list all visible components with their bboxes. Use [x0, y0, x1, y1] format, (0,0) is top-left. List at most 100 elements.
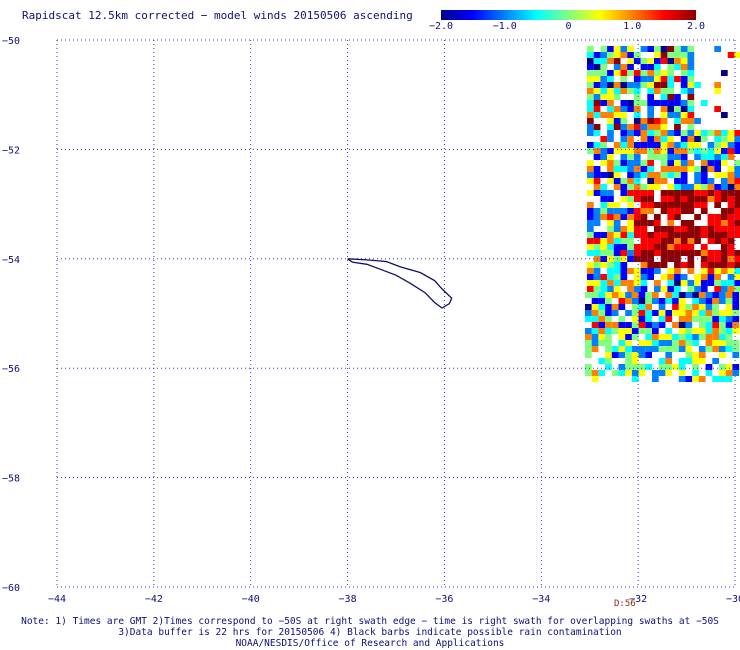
wind-diff-cell: [712, 292, 719, 298]
wind-diff-cell: [674, 238, 681, 244]
wind-diff-cell: [692, 370, 699, 376]
wind-diff-cell: [638, 292, 646, 298]
wind-diff-cell: [714, 250, 721, 256]
wind-diff-cell: [613, 82, 621, 88]
wind-diff-cell: [734, 280, 740, 286]
wind-diff-cell: [727, 148, 735, 154]
wind-diff-cell: [633, 130, 641, 136]
wind-diff-cell: [727, 232, 735, 238]
wind-diff-cell: [727, 52, 735, 58]
wind-diff-cell: [607, 196, 614, 202]
wind-diff-cell: [727, 238, 735, 244]
wind-diff-cell: [707, 160, 715, 166]
wind-diff-cell: [660, 226, 668, 232]
wind-diff-cell: [727, 190, 735, 196]
wind-diff-cell: [654, 172, 661, 178]
wind-diff-cell: [700, 202, 708, 208]
wind-diff-cell: [698, 316, 706, 322]
colorbar-tick-label: 0: [565, 21, 572, 32]
wind-diff-cell: [680, 118, 688, 124]
wind-diff-cell: [625, 340, 632, 346]
wind-diff-cell: [645, 322, 652, 328]
wind-diff-cell: [593, 262, 601, 268]
wind-diff-cell: [607, 280, 614, 286]
wind-diff-cell: [587, 274, 594, 280]
wind-diff-cell: [647, 196, 654, 202]
wind-diff-cell: [618, 370, 626, 376]
wind-diff-cell: [705, 298, 713, 304]
wind-diff-cell: [600, 148, 608, 154]
wind-diff-cell: [587, 94, 594, 100]
wind-diff-cell: [654, 280, 661, 286]
wind-diff-cell: [647, 166, 654, 172]
wind-diff-cell: [647, 118, 654, 124]
wind-diff-cell: [698, 352, 706, 358]
colorbar-tick-label: 1.0: [623, 21, 642, 32]
wind-diff-cell: [667, 148, 675, 154]
wind-diff-cell: [607, 106, 614, 112]
wind-diff-cell: [719, 370, 726, 376]
wind-diff-cell: [633, 172, 641, 178]
wind-diff-cell: [640, 214, 648, 220]
wind-diff-cell: [707, 238, 715, 244]
wind-diff-cell: [719, 364, 726, 370]
wind-diff-cell: [712, 376, 719, 382]
wind-diff-cell: [633, 280, 641, 286]
wind-diff-cell: [627, 184, 634, 190]
wind-diff-cell: [600, 262, 608, 268]
wind-diff-cell: [667, 274, 675, 280]
wind-diff-cell: [674, 148, 681, 154]
wind-diff-cell: [687, 58, 695, 64]
wind-diff-cell: [593, 64, 601, 70]
wind-diff-cell: [627, 88, 634, 94]
wind-diff-cell: [714, 286, 721, 292]
wind-diff-cell: [633, 58, 641, 64]
wind-diff-cell: [707, 196, 715, 202]
wind-diff-cell: [587, 64, 594, 70]
wind-diff-cell: [687, 250, 695, 256]
wind-diff-cell: [727, 214, 735, 220]
wind-diff-cell: [725, 292, 733, 298]
wind-diff-cell: [647, 268, 654, 274]
wind-diff-cell: [714, 196, 721, 202]
wind-diff-cell: [631, 322, 639, 328]
wind-diff-cell: [692, 328, 699, 334]
wind-diff-cell: [645, 298, 652, 304]
wind-diff-cell: [660, 202, 668, 208]
wind-diff-cell: [687, 118, 695, 124]
wind-diff-cell: [674, 268, 681, 274]
lat-lon-grid: [56, 39, 736, 588]
wind-diff-cell: [678, 358, 686, 364]
wind-diff-cell: [627, 142, 634, 148]
wind-diff-cell: [627, 256, 634, 262]
wind-diff-cell: [680, 172, 688, 178]
wind-diff-cell: [607, 52, 614, 58]
wind-diff-cell: [587, 238, 594, 244]
wind-diff-cell: [660, 130, 668, 136]
wind-diff-cell: [625, 328, 632, 334]
wind-diff-cell: [605, 310, 612, 316]
wind-diff-cell: [732, 310, 740, 316]
wind-diff-cell: [631, 346, 639, 352]
wind-diff-cell: [640, 136, 648, 142]
wind-diff-cell: [660, 70, 668, 76]
wind-diff-cell: [620, 232, 628, 238]
wind-diff-cell: [627, 202, 634, 208]
wind-diff-cell: [667, 58, 675, 64]
wind-diff-cell: [587, 70, 594, 76]
wind-diff-cell: [685, 352, 693, 358]
wind-diff-cell: [714, 136, 721, 142]
wind-diff-cell: [692, 358, 699, 364]
wind-diff-cell: [647, 232, 654, 238]
wind-diff-cell: [660, 172, 668, 178]
lon-label: −36: [435, 594, 453, 605]
wind-diff-cell: [618, 316, 626, 322]
wind-diff-cell: [660, 238, 668, 244]
wind-diff-cell: [687, 166, 695, 172]
wind-diff-cell: [694, 274, 701, 280]
wind-diff-cell: [694, 232, 701, 238]
wind-diff-cell: [600, 100, 608, 106]
wind-diff-cell: [598, 322, 606, 328]
wind-diff-cell: [658, 322, 666, 328]
wind-diff-cell: [700, 100, 708, 106]
